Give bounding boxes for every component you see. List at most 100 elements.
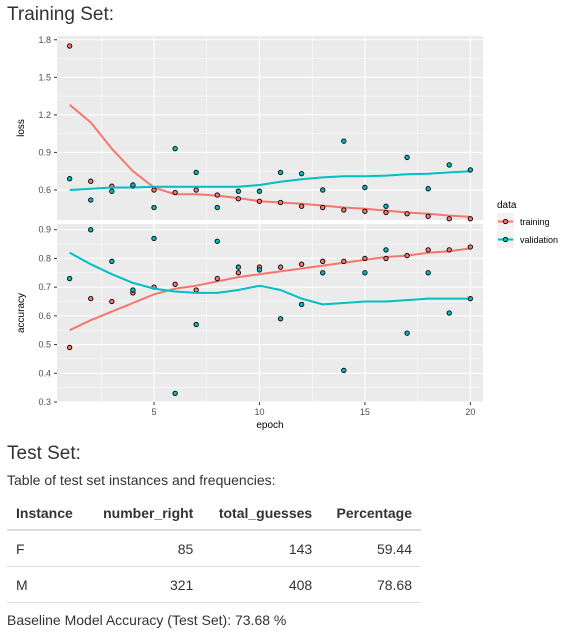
- validation-point: [67, 275, 73, 282]
- validation-point: [277, 169, 284, 176]
- cell-total-guesses: 408: [202, 566, 322, 603]
- training-point: [383, 209, 389, 216]
- legend-key-point: [502, 236, 509, 243]
- validation-point: [383, 247, 389, 253]
- column-header-total-guesses: total_guesses: [202, 497, 322, 531]
- training-point: [362, 208, 368, 214]
- validation-point: [362, 184, 368, 191]
- training-point: [214, 275, 220, 282]
- training-point: [298, 203, 305, 209]
- table-row: F 85 143 59.44: [7, 530, 421, 567]
- table-caption: Table of test set instances and frequenc…: [7, 472, 276, 488]
- validation-point: [446, 310, 452, 316]
- validation-point: [341, 367, 347, 374]
- panel-background: [57, 224, 483, 402]
- validation-point: [172, 146, 178, 152]
- training-chart: 0.6 0.9 1.2 1.5 1.8 loss 0.3 0.4 0.5 0.6 0.7 0.8 0.9…: [16, 35, 558, 431]
- y-tick-label: 1.8: [38, 35, 51, 45]
- y-tick-label: 1.5: [38, 72, 51, 82]
- training-point: [446, 247, 452, 253]
- training-point: [256, 198, 263, 204]
- validation-point: [88, 197, 94, 203]
- test-set-table: Instance number_right total_guesses Perc…: [7, 497, 421, 603]
- validation-point: [214, 204, 220, 211]
- y-axis-label: accuracy: [16, 293, 27, 333]
- training-point: [404, 252, 410, 259]
- training-smooth-line: [69, 104, 471, 218]
- training-point: [67, 344, 73, 351]
- test-set-heading: Test Set:: [7, 443, 81, 464]
- training-point: [425, 247, 431, 253]
- y-tick-label: 0.9: [38, 147, 51, 157]
- training-point: [425, 213, 431, 219]
- validation-point: [277, 316, 284, 322]
- validation-point: [235, 264, 242, 270]
- training-point: [467, 244, 473, 250]
- validation-point: [298, 301, 305, 308]
- x-tick-label: 5: [152, 407, 157, 417]
- training-point: [109, 298, 115, 305]
- y-tick-label: 0.6: [38, 311, 51, 321]
- training-point: [362, 255, 368, 262]
- validation-point: [467, 167, 473, 173]
- training-point: [172, 281, 178, 287]
- cell-percentage: 59.44: [321, 530, 421, 567]
- x-axis-label: epoch: [256, 420, 283, 431]
- validation-point: [298, 171, 305, 177]
- validation-smooth-line: [69, 170, 471, 191]
- training-point: [88, 178, 94, 184]
- validation-point: [193, 321, 199, 328]
- validation-point: [446, 162, 452, 168]
- column-header-percentage: Percentage: [321, 497, 421, 531]
- training-point: [214, 192, 220, 198]
- validation-point: [67, 176, 73, 182]
- legend-label-validation: validation: [520, 235, 558, 245]
- validation-point: [151, 204, 157, 211]
- y-tick-label: 0.4: [38, 368, 51, 378]
- validation-point: [383, 203, 389, 209]
- y-tick-label: 0.8: [38, 253, 51, 263]
- x-tick-label: 15: [360, 407, 370, 417]
- training-point: [151, 187, 157, 193]
- training-point: [172, 189, 178, 196]
- x-tick-label: 20: [465, 407, 475, 417]
- validation-point: [425, 270, 431, 276]
- y-axis-label: loss: [16, 119, 27, 137]
- training-point: [277, 199, 284, 206]
- validation-point: [214, 238, 220, 244]
- training-point: [193, 187, 199, 193]
- validation-point: [193, 169, 199, 176]
- training-point: [88, 295, 94, 302]
- validation-point: [109, 258, 115, 264]
- training-point: [235, 270, 242, 276]
- training-point: [446, 216, 452, 222]
- panel-background: [57, 36, 483, 220]
- cell-total-guesses: 143: [202, 530, 322, 567]
- validation-point: [235, 188, 242, 194]
- validation-point: [88, 227, 94, 233]
- validation-point: [320, 187, 326, 193]
- y-tick-label: 0.6: [38, 185, 51, 195]
- legend-title: data: [497, 200, 517, 211]
- training-point: [193, 287, 199, 293]
- baseline-accuracy: Baseline Model Accuracy (Test Set): 73.6…: [7, 612, 287, 628]
- training-smooth-line: [69, 247, 471, 332]
- training-set-heading: Training Set:: [7, 4, 115, 25]
- validation-point: [256, 267, 263, 273]
- validation-point: [341, 138, 347, 144]
- validation-point: [130, 182, 136, 188]
- training-point: [467, 216, 473, 222]
- validation-point: [151, 235, 157, 242]
- validation-point: [404, 330, 410, 336]
- cell-instance: M: [7, 566, 87, 603]
- cell-number-right: 85: [86, 530, 203, 567]
- validation-point: [425, 186, 431, 192]
- y-tick-label: 1.2: [38, 110, 51, 120]
- table-header-row: Instance number_right total_guesses Perc…: [7, 497, 421, 531]
- cell-instance: F: [7, 530, 87, 567]
- validation-point: [109, 188, 115, 194]
- training-point: [67, 43, 73, 49]
- validation-point: [362, 270, 368, 276]
- validation-point: [404, 154, 410, 161]
- training-point: [277, 264, 284, 270]
